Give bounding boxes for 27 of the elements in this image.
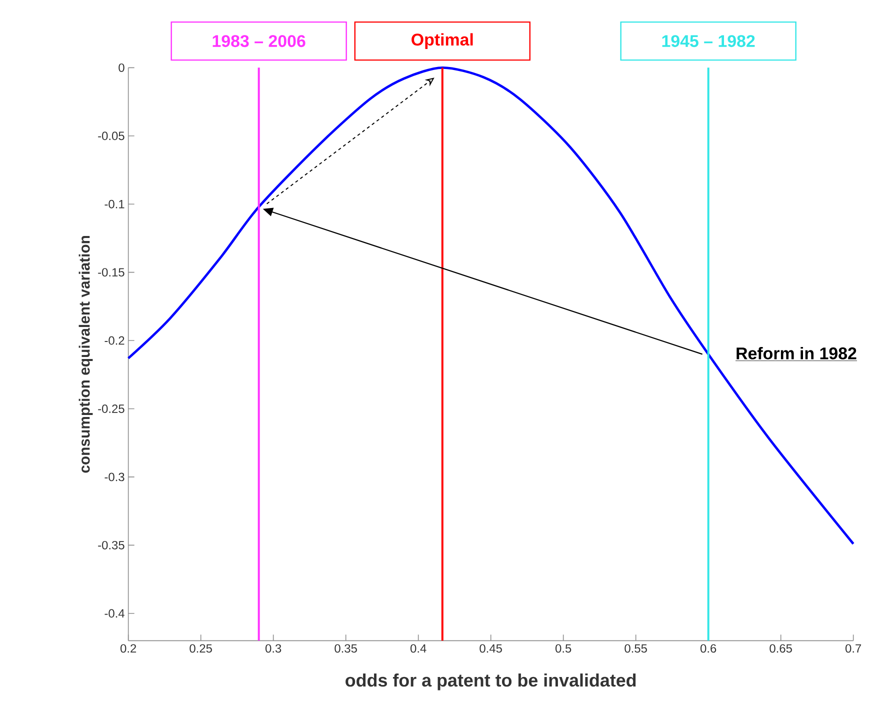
- x-tick-label: 0.5: [555, 644, 572, 653]
- ref-line-label: 1945 – 1982: [662, 35, 755, 48]
- y-tick-label: -0.3: [104, 472, 124, 482]
- line-series: [127, 66, 855, 546]
- y-tick-label: -0.25: [98, 404, 124, 413]
- x-tick-label: 0.3: [265, 644, 282, 653]
- y-tick-label: -0.35: [98, 540, 124, 550]
- x-tick-label: 0.65: [770, 644, 792, 653]
- ref-line-label: Optimal: [412, 33, 473, 49]
- y-tick-label: -0.2: [104, 336, 124, 345]
- x-tick-label: 0.6: [700, 644, 716, 653]
- y-axis-title: consumption equivalent variation: [78, 236, 93, 473]
- x-tick-label: 0.55: [624, 644, 647, 653]
- x-tick-label: 0.25: [190, 644, 212, 653]
- x-tick-label: 0.2: [120, 644, 136, 653]
- x-tick-label: 0.7: [845, 644, 862, 653]
- y-tick-label: -0.4: [104, 609, 124, 618]
- y-tick-label: -0.05: [98, 132, 124, 140]
- y-tick-label: 0: [118, 63, 124, 72]
- y-tick-label: -0.15: [98, 268, 124, 277]
- x-tick-label: 0.4: [410, 644, 426, 653]
- ref-line-label: 1983 – 2006: [212, 35, 306, 48]
- x-tick-label: 0.45: [480, 644, 502, 653]
- y-tick-label: -0.1: [104, 200, 124, 208]
- x-axis-title: odds for a patent to be invalidated: [346, 673, 636, 690]
- x-tick-label: 0.35: [334, 644, 357, 653]
- annotation: Reform in 1982: [736, 346, 856, 360]
